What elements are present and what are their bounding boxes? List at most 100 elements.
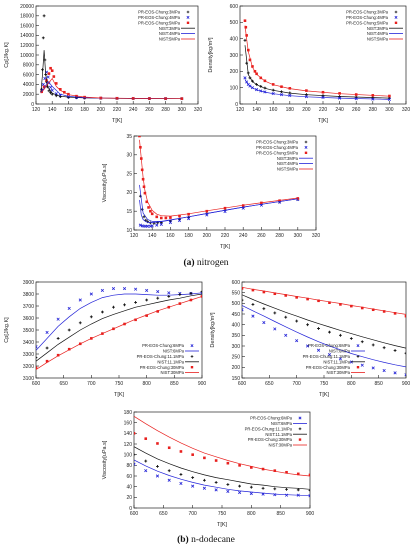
- series-pr-eos-chung-30mpa-point: [134, 432, 136, 435]
- series-pr-eos-chung-30mpa-point: [350, 304, 353, 308]
- series-pr-eos-chung-11-1mpa-point: [67, 328, 71, 332]
- series-pr-eos-chung-6mpa-point: [100, 288, 104, 292]
- legend-label: NIST:6MPa: [163, 349, 185, 354]
- series-pr-eos-chung-6mpa-point: [145, 288, 149, 292]
- x-tick-label: 260: [145, 107, 154, 113]
- x-tick-label: 180: [184, 233, 193, 239]
- x-axis-label: T[K]: [114, 392, 125, 398]
- series-pr-eos-chung-6mpa-point: [284, 333, 288, 337]
- legend-label: NIST:11.1MPa: [323, 359, 350, 364]
- series-pr-eos-chung-5mpa-point: [169, 216, 172, 219]
- legend-label: PR-EOS-Chung:6MPa: [308, 343, 351, 348]
- series-pr-eos-chung-5mpa-point: [241, 204, 245, 207]
- series-pr-eos-chung-5mpa-point: [187, 212, 190, 216]
- y-axis-label: Viscosity[uPa.s]: [102, 163, 108, 202]
- legend-label: NIST:6MPa: [329, 349, 351, 354]
- series-pr-eos-chung-30mpa-point: [45, 359, 49, 363]
- legend-marker-swatch: [304, 140, 308, 144]
- series-pr-eos-chung-11-1mpa-point: [36, 356, 38, 359]
- legend-label: PR-EOS-Chung:30MPa: [248, 437, 293, 442]
- series-pr-eos-chung-5mpa-point: [150, 212, 154, 216]
- series-pr-eos-chung-11-1mpa-point: [156, 465, 159, 468]
- y-tick-label: 60: [126, 474, 132, 480]
- series-pr-eos-chung-6mpa-point: [167, 291, 171, 295]
- legend-label: PR-EOS-Chung:11.1MPa: [303, 354, 351, 359]
- legend-label: NIST:4MPa: [277, 161, 299, 166]
- series-pr-eos-chung-11-1mpa-point: [295, 319, 299, 323]
- x-tick-label: 600: [32, 381, 41, 387]
- legend-label: PR-EOS-Chung:6MPa: [142, 343, 185, 348]
- x-tick-label: 300: [385, 107, 394, 113]
- series-pr-eos-chung-4mpa-point: [41, 82, 45, 86]
- series-pr-eos-chung-5mpa-point: [149, 209, 152, 213]
- y-axis-label: Viscosity[uPa.s]: [102, 440, 108, 479]
- series-pr-eos-chung-30mpa-point: [284, 294, 288, 297]
- legend-marker-swatch: [304, 151, 308, 154]
- legend-label: NIST:3MPa: [367, 26, 389, 31]
- series-pr-eos-chung-5mpa-point: [147, 206, 150, 209]
- series-pr-eos-chung-30mpa-point: [285, 470, 288, 474]
- series-pr-eos-chung-6mpa-point: [251, 314, 255, 318]
- series-pr-eos-chung-6mpa-point: [238, 490, 242, 495]
- series-pr-eos-chung-30mpa-point: [179, 450, 183, 453]
- y-tick-label: 300: [232, 344, 241, 350]
- series-pr-eos-chung-11-1mpa-point: [306, 323, 309, 327]
- series-pr-eos-chung-5mpa-point: [143, 191, 147, 195]
- series-pr-eos-chung-30mpa-point: [308, 473, 310, 477]
- y-tick-label: 600: [230, 4, 239, 10]
- series-pr-eos-chung-30mpa-point: [56, 353, 60, 357]
- series-pr-eos-chung-11-1mpa-point: [317, 327, 320, 330]
- y-tick-label: 400: [232, 322, 241, 328]
- series-pr-eos-chung-11-1mpa-point: [214, 481, 218, 484]
- y-tick-label: 500: [230, 20, 239, 26]
- legend-marker-swatch: [190, 366, 194, 369]
- series-pr-eos-chung-11-1mpa-point: [144, 459, 148, 463]
- legend: PR-EOS-Chung:3MPaPR-EOS-Chung:4MPaPR-EOS…: [346, 10, 403, 42]
- x-tick-label: 700: [292, 381, 301, 387]
- y-tick-label: 3300: [23, 352, 34, 358]
- legend-marker-swatch: [298, 416, 302, 420]
- x-tick-label: 180: [286, 107, 295, 113]
- series-pr-eos-chung-4mpa-point: [146, 224, 150, 228]
- series-pr-eos-chung-6mpa-point: [273, 327, 277, 331]
- series-pr-eos-chung-30mpa-point: [295, 296, 298, 299]
- y-tick-label: 6000: [23, 72, 34, 78]
- nitrogen-cp-chart: 120 140 160 180 200 220 240 260 280 300 320 0 2000 40…: [4, 4, 202, 124]
- series-pr-eos-chung-6mpa-point: [327, 352, 332, 357]
- legend-label: PR-EOS-Chung:4MPa: [138, 15, 181, 20]
- series-pr-eos-chung-30mpa-point: [251, 288, 255, 292]
- x-tick-label: 300: [294, 233, 303, 239]
- x-tick-label: 180: [80, 107, 89, 113]
- series-pr-eos-chung-30mpa-point: [226, 461, 230, 465]
- series-pr-eos-chung-11-1mpa-point: [328, 330, 331, 334]
- x-tick-label: 140: [148, 233, 157, 239]
- x-tick-label: 140: [48, 107, 57, 113]
- series-pr-eos-chung-30mpa-point: [262, 290, 266, 294]
- series-pr-eos-chung-11-1mpa-point: [191, 476, 195, 479]
- x-tick-label: 900: [402, 381, 410, 387]
- dodecane-density-chart: 600 650 700 750 800 850 900 150 200 250 300 350 400 4…: [210, 280, 410, 398]
- y-tick-label: 3100: [23, 376, 34, 382]
- y-tick-label: 40: [126, 484, 132, 490]
- series-pr-eos-chung-11-1mpa-point: [251, 303, 255, 306]
- series-pr-eos-chung-30mpa-point: [191, 453, 194, 456]
- series-pr-eos-chung-11-1mpa-point: [339, 333, 342, 337]
- series-pr-eos-chung-6mpa-point: [134, 287, 138, 291]
- x-tick-label: 600: [130, 511, 139, 517]
- y-tick-label: 18000: [20, 14, 34, 20]
- legend-marker-swatch: [190, 355, 194, 358]
- x-tick-label: 240: [129, 107, 138, 113]
- legend-label: NIST:6MPa: [271, 421, 293, 426]
- y-tick-label: 3400: [23, 340, 34, 346]
- series-pr-eos-chung-11-1mpa-point: [284, 315, 288, 319]
- series-pr-eos-chung-4mpa-point: [177, 219, 182, 223]
- series-pr-eos-chung-4mpa-point: [387, 97, 391, 102]
- series-pr-eos-chung-3mpa-point: [144, 218, 148, 222]
- series-nist-11-1mpa-line: [36, 293, 202, 362]
- series-pr-eos-chung-30mpa-point: [273, 292, 277, 296]
- legend: PR-EOS-Chung:6MPaNIST:6MPaPR-EOS-Chung:1…: [137, 343, 199, 375]
- series-nist-30mpa-line: [242, 286, 406, 315]
- series-pr-eos-chung-3mpa-point: [42, 14, 46, 18]
- caption-b-text: n-dodecane: [191, 535, 235, 545]
- y-tick-label: 0: [129, 506, 132, 512]
